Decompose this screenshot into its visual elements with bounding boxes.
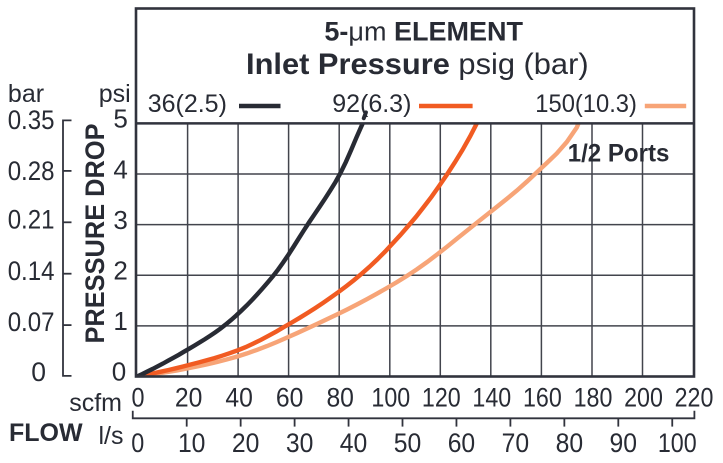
svg-text:psi: psi [99, 80, 131, 108]
svg-text:100: 100 [371, 383, 410, 413]
svg-text:2: 2 [113, 256, 127, 286]
svg-text:200: 200 [624, 383, 663, 413]
svg-text:50: 50 [394, 428, 422, 458]
svg-text:0: 0 [131, 428, 144, 458]
svg-text:l/s: l/s [99, 422, 124, 450]
svg-text:60: 60 [448, 428, 476, 458]
svg-text:60: 60 [276, 383, 304, 413]
svg-text:0: 0 [132, 383, 145, 413]
svg-text:bar: bar [8, 80, 44, 108]
svg-text:0: 0 [31, 357, 46, 387]
svg-text:220: 220 [675, 383, 714, 413]
svg-text:0.28: 0.28 [8, 156, 55, 186]
svg-text:120: 120 [422, 383, 461, 413]
svg-text:10: 10 [178, 428, 206, 458]
svg-text:3: 3 [113, 205, 127, 235]
svg-text:5-μm ELEMENT: 5-μm ELEMENT [324, 16, 523, 46]
svg-text:90: 90 [610, 428, 638, 458]
svg-text:80: 80 [556, 428, 584, 458]
svg-text:0.07: 0.07 [8, 307, 55, 337]
svg-text:80: 80 [326, 383, 354, 413]
svg-text:30: 30 [286, 428, 314, 458]
svg-text:PRESSURE DROP: PRESSURE DROP [80, 124, 110, 344]
svg-text:140: 140 [472, 383, 511, 413]
svg-text:150(10.3): 150(10.3) [535, 90, 637, 118]
svg-text:0: 0 [112, 357, 126, 387]
svg-text:1/2 Ports: 1/2 Ports [568, 140, 670, 168]
svg-text:FLOW: FLOW [9, 419, 83, 447]
svg-text:scfm: scfm [69, 389, 122, 417]
svg-text:160: 160 [523, 383, 562, 413]
svg-text:5: 5 [113, 104, 127, 134]
svg-text:0.14: 0.14 [8, 256, 55, 286]
svg-text:20: 20 [232, 428, 260, 458]
svg-text:70: 70 [502, 428, 530, 458]
svg-text:100: 100 [658, 428, 697, 458]
svg-text:40: 40 [340, 428, 368, 458]
svg-text:0.35: 0.35 [8, 105, 55, 135]
svg-text:4: 4 [113, 154, 127, 184]
svg-text:20: 20 [175, 383, 203, 413]
svg-text:0.21: 0.21 [8, 205, 55, 235]
svg-text:180: 180 [574, 383, 613, 413]
svg-text:40: 40 [225, 383, 253, 413]
svg-text:Inlet Pressure psig (bar): Inlet Pressure psig (bar) [246, 48, 589, 81]
svg-text:1: 1 [113, 306, 127, 336]
svg-text:36(2.5): 36(2.5) [148, 90, 227, 118]
svg-text:92(6.3): 92(6.3) [332, 90, 411, 118]
